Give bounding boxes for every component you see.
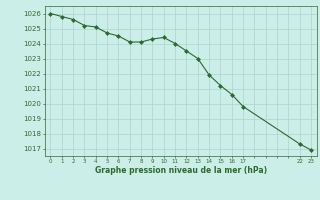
X-axis label: Graphe pression niveau de la mer (hPa): Graphe pression niveau de la mer (hPa) [95, 166, 267, 175]
